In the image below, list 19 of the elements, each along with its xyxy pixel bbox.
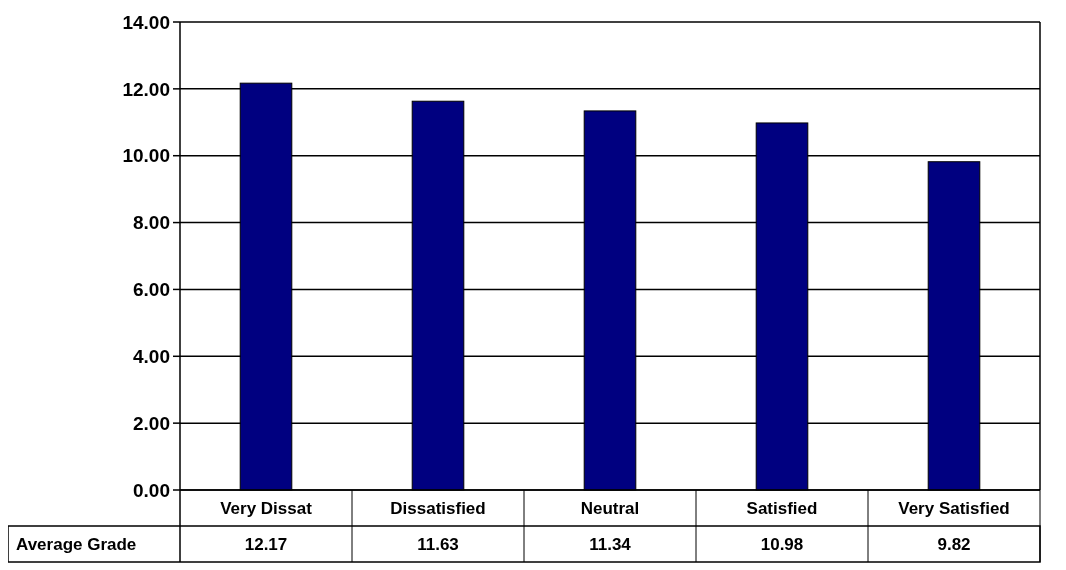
x-tick-label: Dissatisfied	[390, 498, 486, 518]
data-label: 11.34	[589, 534, 632, 554]
y-tick-label: 6.00	[133, 279, 170, 301]
x-tick-label: Neutral	[580, 498, 640, 518]
data-label: 11.63	[417, 534, 459, 554]
x-tick-label: Very Dissat	[220, 498, 313, 518]
data-label: 10.98	[760, 534, 804, 554]
y-tick-label: 8.00	[133, 212, 170, 234]
y-tick-label: 12.00	[122, 78, 170, 100]
data-label: 12.17	[244, 534, 288, 554]
y-tick-label: 10.00	[122, 145, 170, 167]
x-tick-label: Very Satisfied	[898, 498, 1010, 518]
x-tick-label: Satisfied	[746, 498, 818, 518]
y-tick-label: 2.00	[133, 412, 170, 434]
y-tick-label: 4.00	[133, 345, 170, 367]
y-tick-label: 14.00	[122, 11, 170, 33]
text: Average Grade	[16, 534, 137, 554]
y-tick-label: 0.00	[133, 479, 170, 501]
data-label: 9.82	[937, 534, 971, 554]
